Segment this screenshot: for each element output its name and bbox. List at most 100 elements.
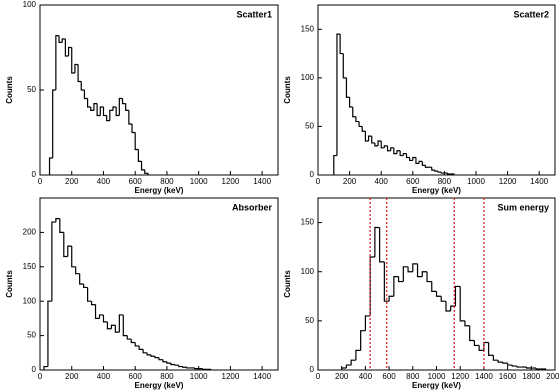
histogram-bin	[174, 364, 179, 366]
histogram-bin	[94, 304, 100, 319]
histogram-bin	[194, 367, 199, 370]
histogram-bin	[483, 341, 489, 351]
histogram-bin	[162, 359, 167, 363]
histogram-bin	[99, 106, 104, 116]
histogram-bin	[361, 126, 366, 132]
histogram-bin	[131, 124, 136, 134]
y-tick-label: 50	[27, 331, 36, 340]
histogram-bin	[469, 325, 475, 342]
x-tick-label: 1400	[253, 177, 271, 186]
x-tick-label: 600	[382, 372, 396, 381]
y-tick-label: 100	[23, 0, 37, 9]
x-tick-label: 800	[160, 177, 174, 186]
histogram-bin	[202, 368, 207, 370]
histogram-bin	[166, 361, 171, 364]
histogram-bin	[435, 291, 442, 297]
x-tick-label: 1400	[475, 372, 493, 381]
histogram-bin	[426, 271, 432, 283]
histogram-bin	[144, 169, 149, 175]
x-tick-label: 0	[316, 177, 321, 186]
histogram-bin	[540, 368, 547, 370]
histogram-bin	[440, 296, 446, 302]
x-tick-label: 1000	[467, 177, 485, 186]
x-axis-label: Energy (keV)	[412, 381, 461, 390]
histogram-bin	[90, 107, 94, 111]
histogram-bin	[128, 110, 133, 125]
histogram-bin	[421, 161, 426, 166]
x-tick-label: 1200	[451, 372, 469, 381]
histogram-bin	[399, 150, 404, 157]
histogram-bin	[507, 363, 513, 366]
x-tick-label: 400	[97, 372, 111, 381]
histogram-bin	[473, 340, 480, 347]
histogram-bin	[102, 107, 107, 117]
histogram-bin	[150, 354, 156, 357]
y-tick-label: 150	[23, 262, 37, 271]
histogram-bin	[96, 103, 101, 117]
x-axis-label: Energy (keV)	[412, 186, 461, 195]
histogram-bin	[83, 284, 88, 289]
histogram-bin	[61, 38, 66, 43]
histogram-bin	[360, 330, 366, 351]
histogram-bin	[415, 157, 420, 164]
y-axis-label: Counts	[5, 76, 14, 104]
x-tick-label: 1200	[222, 177, 240, 186]
y-tick-label: 0	[310, 365, 315, 374]
histogram-bin	[393, 147, 397, 155]
x-tick-label: 1400	[530, 177, 548, 186]
histogram-bin	[364, 315, 371, 331]
histogram-bin	[488, 342, 494, 356]
histogram-bin	[146, 352, 152, 356]
histogram-bin	[75, 266, 80, 275]
histogram-bin	[90, 301, 96, 306]
histogram-bin	[93, 103, 98, 111]
x-tick-label: 1600	[499, 372, 517, 381]
x-tick-label: 200	[65, 372, 79, 381]
histogram-bin	[464, 320, 470, 327]
histogram-bin	[418, 160, 423, 164]
histogram-bin	[55, 218, 60, 223]
histogram-bin	[178, 365, 183, 368]
histogram-bin	[52, 89, 56, 158]
histogram-bin	[55, 35, 60, 90]
histogram-bin	[79, 273, 84, 285]
histogram-bin	[87, 98, 91, 108]
panel-title: Scatter2	[513, 9, 549, 19]
y-axis-label: Counts	[283, 76, 292, 104]
histogram-bin	[333, 154, 337, 175]
x-tick-label: 1200	[499, 177, 517, 186]
histogram-bin	[352, 107, 356, 118]
y-tick-label: 150	[301, 218, 315, 227]
histogram-bin	[416, 263, 423, 278]
y-tick-label: 150	[301, 24, 315, 33]
histogram-bin	[516, 366, 522, 368]
histogram-bin	[48, 157, 53, 175]
histogram-bin	[170, 363, 175, 366]
histogram-bin	[407, 266, 413, 273]
x-axis-label: Energy (keV)	[135, 186, 184, 195]
histogram-bin	[43, 365, 48, 370]
histogram-bin	[74, 63, 79, 73]
x-tick-label: 600	[129, 177, 143, 186]
histogram-bin	[355, 349, 361, 361]
histogram-bin	[396, 150, 401, 154]
x-tick-label: 1200	[222, 372, 240, 381]
histogram-bin	[440, 172, 445, 174]
histogram-bin	[390, 147, 394, 151]
histogram-bin	[118, 314, 124, 333]
y-tick-label: 50	[305, 122, 314, 131]
plot-frame	[317, 197, 556, 371]
y-tick-label: 50	[305, 316, 314, 325]
histogram-bin	[64, 39, 69, 57]
histogram-bin	[388, 295, 394, 302]
histogram-bin	[380, 141, 385, 149]
histogram-bin	[345, 77, 350, 98]
histogram-bin	[63, 232, 68, 258]
histogram-bin	[134, 132, 139, 151]
histogram-bin	[58, 35, 63, 43]
histogram-bin	[134, 342, 140, 347]
histogram-bin	[186, 367, 191, 369]
histogram-bin	[409, 157, 413, 162]
y-tick-label: 0	[32, 170, 37, 179]
histogram-bin	[402, 266, 409, 282]
